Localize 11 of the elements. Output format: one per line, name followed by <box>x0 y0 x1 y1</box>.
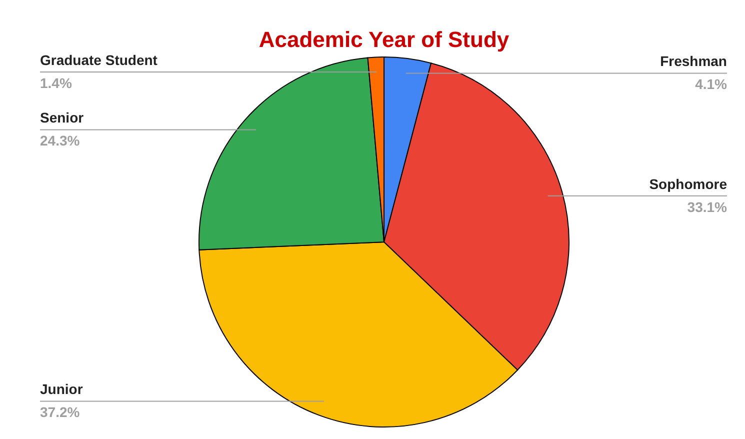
chart-title: Academic Year of Study <box>258 27 510 52</box>
data-label: 4.1% <box>695 76 728 92</box>
slice-label: Sophomore <box>649 176 728 192</box>
data-label: 37.2% <box>40 404 80 420</box>
slice-label: Graduate Student <box>40 52 158 68</box>
slice-label: Junior <box>40 381 84 398</box>
data-label: 1.4% <box>40 74 72 91</box>
slice-label: Senior <box>40 110 84 126</box>
slice-label: Freshman <box>660 53 727 70</box>
data-label: 24.3% <box>40 132 80 149</box>
data-label: 33.1% <box>687 198 728 215</box>
